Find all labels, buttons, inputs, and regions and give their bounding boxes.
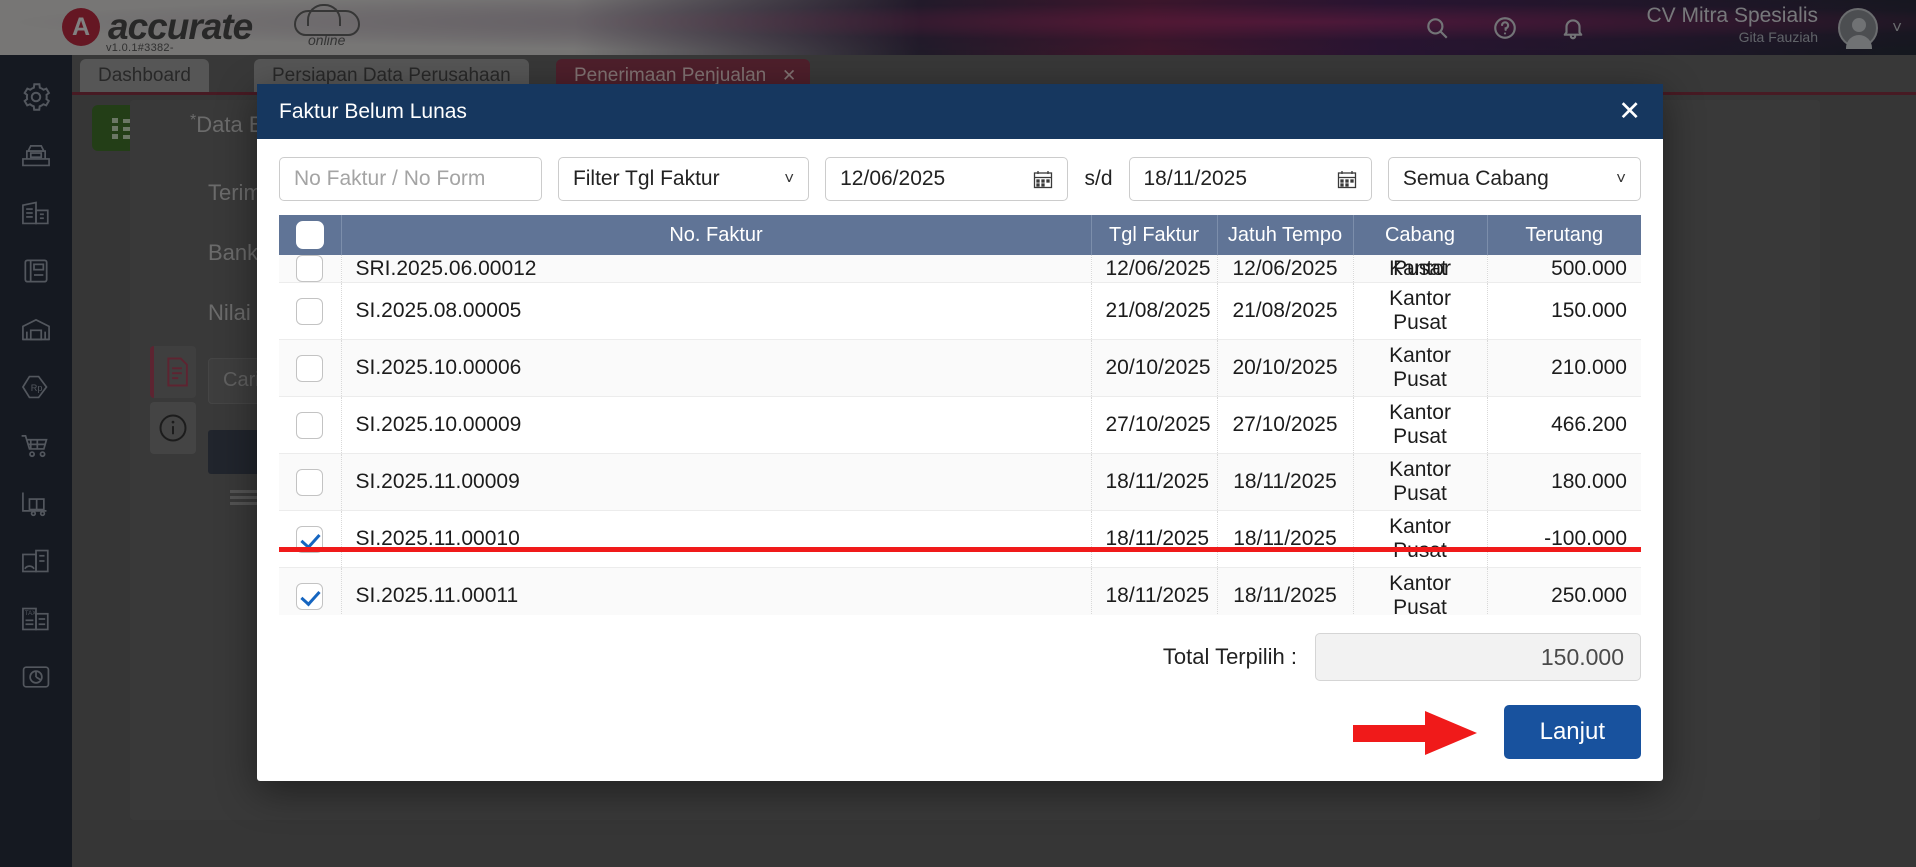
row-checkbox[interactable] xyxy=(296,411,324,439)
chevron-down-icon[interactable]: ˅ xyxy=(784,169,795,188)
column-header-no-faktur[interactable]: No. Faktur xyxy=(341,215,1092,255)
row-checkbox[interactable] xyxy=(296,354,324,382)
cell-terutang: 180.000 xyxy=(1487,453,1641,511)
calendar-icon[interactable] xyxy=(1033,170,1053,189)
total-terpilih-value: 150.000 xyxy=(1315,633,1641,681)
table-row[interactable]: SI.2025.11.00009 18/11/2025 18/11/2025 Kant… xyxy=(279,453,1641,511)
cell-cabang: Kantor Pusat xyxy=(1353,396,1488,454)
table-body: SRI.2025.06.00012 12/06/2025 12/06/2025 Kan… xyxy=(279,255,1641,615)
cell-no-faktur: SI.2025.10.00009 xyxy=(341,396,1092,454)
calendar-icon[interactable] xyxy=(1337,170,1357,189)
row-checkbox[interactable] xyxy=(296,255,324,282)
cell-no-faktur: SI.2025.11.00010 xyxy=(341,510,1092,568)
select-all-checkbox[interactable] xyxy=(295,221,324,249)
total-terpilih-label: Total Terpilih : xyxy=(1162,644,1297,669)
arrow-head xyxy=(1425,711,1477,755)
row-checkbox[interactable] xyxy=(296,468,324,496)
cell-jatuh-tempo: 18/11/2025 xyxy=(1217,510,1354,568)
cell-terutang: 466.200 xyxy=(1487,396,1641,454)
cell-tgl-faktur: 20/10/2025 xyxy=(1091,339,1218,397)
dialog-header: Faktur Belum Lunas ✕ xyxy=(257,84,1663,139)
row-checkbox[interactable] xyxy=(296,582,324,610)
cell-no-faktur: SI.2025.11.00009 xyxy=(341,453,1092,511)
branch-label: Semua Cabang xyxy=(1402,167,1549,190)
cell-tgl-faktur: 18/11/2025 xyxy=(1091,567,1218,615)
cell-tgl-faktur: 18/11/2025 xyxy=(1091,453,1218,511)
chevron-down-icon[interactable]: ˅ xyxy=(1616,169,1626,188)
cell-terutang: 500.000 xyxy=(1487,255,1641,283)
cell-cabang: Kantor Pusat xyxy=(1353,567,1488,615)
cell-jatuh-tempo: 20/10/2025 xyxy=(1217,339,1354,397)
row-checkbox[interactable] xyxy=(296,297,324,325)
action-row: Lanjut xyxy=(279,705,1641,759)
cell-jatuh-tempo: 27/10/2025 xyxy=(1217,396,1354,454)
table-row[interactable]: SI.2025.08.00005 21/08/2025 21/08/2025 Kant… xyxy=(279,282,1641,340)
search-input[interactable]: No Faktur / No Form xyxy=(279,157,542,201)
column-header-tgl-faktur[interactable]: Tgl Faktur xyxy=(1091,215,1218,255)
cell-no-faktur: SI.2025.10.00006 xyxy=(341,339,1092,397)
row-checkbox-cell[interactable] xyxy=(279,282,342,340)
cell-no-faktur: SI.2025.08.00005 xyxy=(341,282,1092,340)
date-to-value: 18/11/2025 xyxy=(1143,167,1248,190)
row-checkbox[interactable] xyxy=(296,525,324,553)
close-icon[interactable]: ✕ xyxy=(1618,96,1641,126)
total-row: Total Terpilih : 150.000 xyxy=(279,633,1641,681)
cell-cabang: Kantor Pusat xyxy=(1353,339,1488,397)
table-row[interactable]: SI.2025.11.00010 18/11/2025 18/11/2025 Kant… xyxy=(279,510,1641,568)
cell-terutang: 250.000 xyxy=(1487,567,1641,615)
date-to-input[interactable]: 18/11/2025 xyxy=(1128,157,1372,201)
cell-terutang: -100.000 xyxy=(1487,510,1641,568)
row-checkbox-cell[interactable] xyxy=(279,396,342,454)
search-placeholder: No Faktur / No Form xyxy=(294,167,486,190)
table-header-row: No. Faktur Tgl Faktur Jatuh Tempo Cabang… xyxy=(279,215,1641,255)
date-filter-select[interactable]: Filter Tgl Faktur ˅ xyxy=(557,157,810,201)
cell-tgl-faktur: 18/11/2025 xyxy=(1091,510,1218,568)
cell-cabang: Kantor Pusat xyxy=(1353,282,1488,340)
cell-jatuh-tempo: 12/06/2025 xyxy=(1217,255,1354,283)
cell-terutang: 150.000 xyxy=(1487,282,1641,340)
cell-jatuh-tempo: 18/11/2025 xyxy=(1217,567,1354,615)
filter-bar: No Faktur / No Form Filter Tgl Faktur ˅ … xyxy=(257,139,1663,215)
cell-terutang: 210.000 xyxy=(1487,339,1641,397)
cell-no-faktur: SRI.2025.06.00012 xyxy=(341,255,1092,283)
row-checkbox-cell[interactable] xyxy=(279,255,342,283)
date-filter-label: Filter Tgl Faktur xyxy=(572,167,720,190)
column-header-jatuh-tempo[interactable]: Jatuh Tempo xyxy=(1217,215,1354,255)
invoice-table: No. Faktur Tgl Faktur Jatuh Tempo Cabang… xyxy=(279,215,1641,615)
column-header-terutang[interactable]: Terutang xyxy=(1487,215,1641,255)
cell-tgl-faktur: 12/06/2025 xyxy=(1091,255,1218,283)
table-header: No. Faktur Tgl Faktur Jatuh Tempo Cabang… xyxy=(279,215,1641,255)
table-row[interactable]: SI.2025.10.00006 20/10/2025 20/10/2025 Kant… xyxy=(279,339,1641,397)
table-row[interactable]: SI.2025.10.00009 27/10/2025 27/10/2025 Kant… xyxy=(279,396,1641,454)
column-header-cabang[interactable]: Cabang xyxy=(1353,215,1488,255)
row-checkbox-cell[interactable] xyxy=(279,510,342,568)
select-all-header[interactable] xyxy=(279,215,342,255)
arrow-shaft xyxy=(1353,725,1431,742)
cell-tgl-faktur: 21/08/2025 xyxy=(1091,282,1218,340)
table-row[interactable]: SRI.2025.06.00012 12/06/2025 12/06/2025 Kan… xyxy=(279,255,1641,283)
date-range-separator: s/d xyxy=(1084,167,1113,190)
cell-cabang: Kantor Pusat xyxy=(1353,453,1488,511)
cell-tgl-faktur: 27/10/2025 xyxy=(1091,396,1218,454)
cell-no-faktur: SI.2025.11.00011 xyxy=(341,567,1092,615)
cell-cabang: Kantor Pusat xyxy=(1353,255,1488,283)
dialog-footer: Total Terpilih : 150.000 Lanjut xyxy=(257,615,1663,781)
cell-cabang: Kantor Pusat xyxy=(1353,510,1488,568)
invoice-table-container: No. Faktur Tgl Faktur Jatuh Tempo Cabang… xyxy=(279,215,1641,615)
cell-jatuh-tempo: 18/11/2025 xyxy=(1217,453,1354,511)
date-from-value: 12/06/2025 xyxy=(840,167,946,190)
row-checkbox-cell[interactable] xyxy=(279,567,342,615)
arrow-annotation xyxy=(1353,711,1481,755)
dialog-title: Faktur Belum Lunas xyxy=(279,99,467,123)
table-row[interactable]: SI.2025.11.00011 18/11/2025 18/11/2025 Kant… xyxy=(279,567,1641,615)
row-checkbox-cell[interactable] xyxy=(279,339,342,397)
lanjut-button[interactable]: Lanjut xyxy=(1503,705,1641,759)
faktur-belum-lunas-dialog: Faktur Belum Lunas ✕ No Faktur / No Form… xyxy=(257,84,1663,781)
date-from-input[interactable]: 12/06/2025 xyxy=(825,157,1069,201)
row-checkbox-cell[interactable] xyxy=(279,453,342,511)
branch-select[interactable]: Semua Cabang ˅ xyxy=(1387,157,1641,201)
cell-jatuh-tempo: 21/08/2025 xyxy=(1217,282,1354,340)
